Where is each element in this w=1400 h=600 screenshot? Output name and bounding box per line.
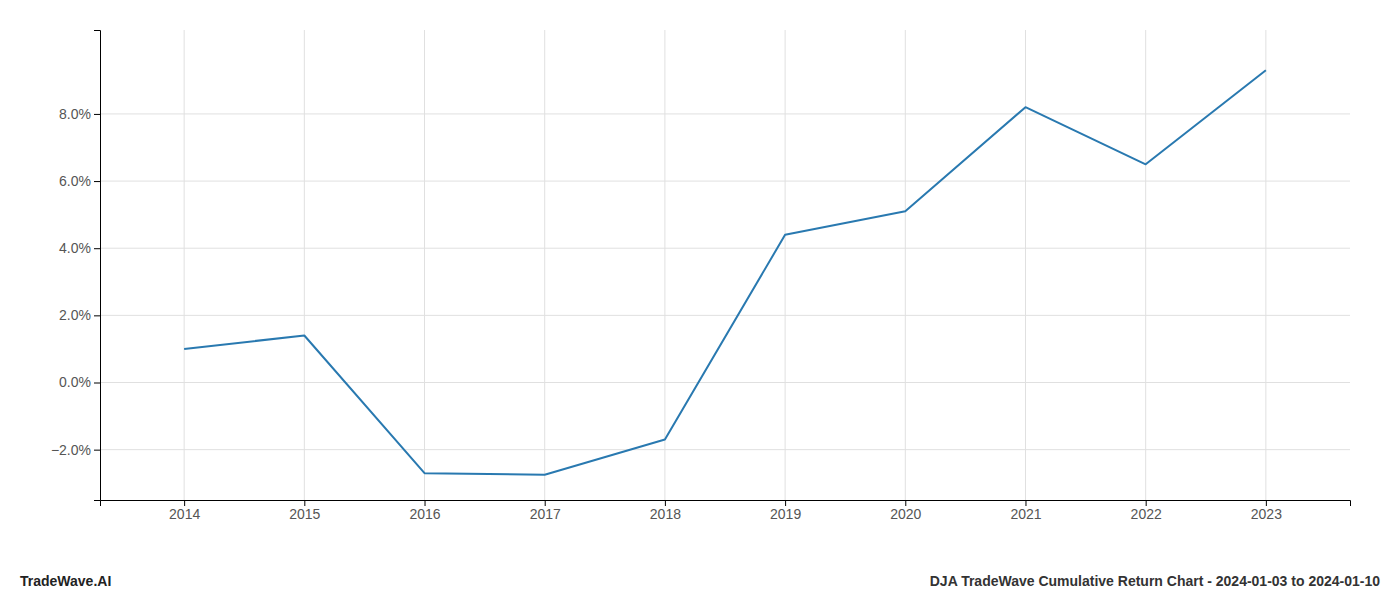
grid-line xyxy=(304,30,305,500)
tick-label: 2.0% xyxy=(59,307,91,323)
tick-label: 0.0% xyxy=(59,374,91,390)
tick: 4.0% xyxy=(59,240,100,256)
tick-mark xyxy=(94,248,100,249)
plot: 2014 2015 2016 2017 2018 2019 2020 2021 2022 2023… xyxy=(51,30,1351,522)
grid-line xyxy=(424,30,425,500)
grid-line xyxy=(100,315,1350,316)
tick-mark xyxy=(94,315,100,316)
grid-line xyxy=(100,382,1350,383)
tick: 2020 xyxy=(890,500,921,522)
grid-line xyxy=(184,30,185,500)
tick-label: 2022 xyxy=(1131,506,1162,522)
tick: 2015 xyxy=(289,500,320,522)
tick-label: 2019 xyxy=(770,506,801,522)
tick-label: 8.0% xyxy=(59,106,91,122)
tick: −2.0% xyxy=(51,442,100,458)
chart: 2014 2015 2016 2017 2018 2019 2020 2021 2022 2023… xyxy=(0,0,1400,600)
tick-label: 2020 xyxy=(890,506,921,522)
tick-label: 2016 xyxy=(409,506,440,522)
tick-label: 2021 xyxy=(1010,506,1041,522)
annotation: TradeWave.AI xyxy=(20,573,111,589)
tick: 2021 xyxy=(1010,500,1041,522)
grid-line xyxy=(664,30,665,500)
tick: 2023 xyxy=(1251,500,1282,522)
tick: 6.0% xyxy=(59,173,100,189)
tick-mark xyxy=(94,114,100,115)
marks xyxy=(184,70,1266,475)
tick-label: 6.0% xyxy=(59,173,91,189)
axis-line xyxy=(101,501,1351,507)
y-axis: −2.0% 0.0% 2.0% 4.0% 6.0% 8.0% xyxy=(51,31,101,501)
axis-line xyxy=(94,31,101,501)
tick: 2017 xyxy=(530,500,561,522)
tick-label: 2017 xyxy=(530,506,561,522)
tick-label: −2.0% xyxy=(51,442,91,458)
tick-mark xyxy=(94,383,100,384)
x-axis: 2014 2015 2016 2017 2018 2019 2020 2021 2022 2023 xyxy=(101,500,1351,522)
tick-label: 2015 xyxy=(289,506,320,522)
tick-mark xyxy=(94,181,100,182)
tick: 2016 xyxy=(409,500,440,522)
tick-label: 4.0% xyxy=(59,240,91,256)
tick-label: 2018 xyxy=(650,506,681,522)
line xyxy=(184,70,1266,475)
grid xyxy=(100,30,1350,500)
grid-line xyxy=(1025,30,1026,500)
grid-line xyxy=(100,113,1350,114)
grid-line xyxy=(100,248,1350,249)
grid-line xyxy=(100,449,1350,450)
tick: 2022 xyxy=(1131,500,1162,522)
title: DJA TradeWave Cumulative Return Chart - … xyxy=(930,573,1380,589)
tick: 2.0% xyxy=(59,307,100,323)
tick-mark xyxy=(94,450,100,451)
tick: 0.0% xyxy=(59,374,100,390)
tick: 8.0% xyxy=(59,106,100,122)
grid-line xyxy=(544,30,545,500)
tick-label: 2014 xyxy=(169,506,200,522)
grid-line xyxy=(1265,30,1266,500)
grid-line xyxy=(100,181,1350,182)
tick: 2014 xyxy=(169,500,200,522)
tick-label: 2023 xyxy=(1251,506,1282,522)
grid-line xyxy=(1145,30,1146,500)
grid-line xyxy=(785,30,786,500)
grid-line xyxy=(905,30,906,500)
tick: 2019 xyxy=(770,500,801,522)
tick: 2018 xyxy=(650,500,681,522)
